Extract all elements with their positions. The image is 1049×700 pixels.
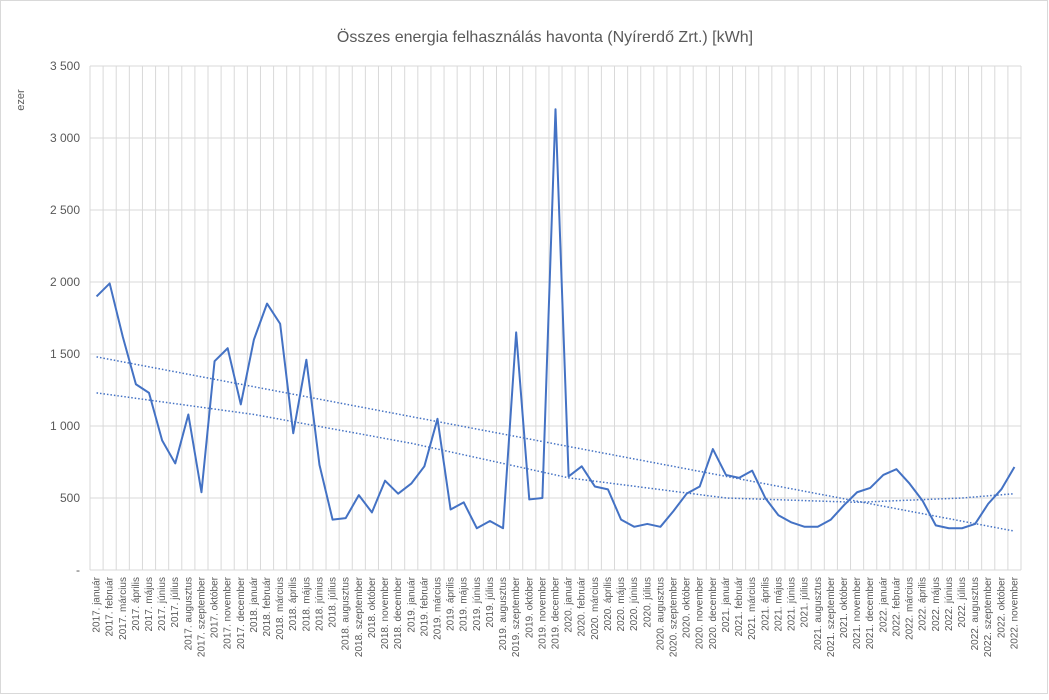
x-tick-label: 2019. december (551, 576, 562, 649)
y-tick-label: 2 500 (50, 203, 80, 217)
x-tick-label: 2017. december (236, 576, 247, 649)
x-tick-label: 2020. május (616, 577, 627, 631)
x-tick-label: 2022. október (996, 576, 1007, 638)
x-tick-label: 2022. február (891, 576, 902, 636)
x-tick-label: 2021. március (747, 577, 758, 640)
x-tick-label: 2022. március (905, 577, 916, 640)
x-tick-label: 2018. február (262, 576, 273, 636)
x-tick-label: 2022. május (931, 577, 942, 631)
x-tick-label: 2021. február (734, 576, 745, 636)
y-tick-label: 1 500 (50, 347, 80, 361)
x-tick-label: 2017. július (170, 577, 181, 628)
x-tick-label: 2020. december (708, 576, 719, 649)
x-tick-label: 2019. január (406, 576, 417, 632)
x-tick-label: 2021. december (865, 576, 876, 649)
x-tick-label: 2021. január (721, 576, 732, 632)
x-tick-label: 2020. február (577, 576, 588, 636)
x-tick-label: 2018. december (393, 576, 404, 649)
x-tick-label: 2017. január (92, 576, 103, 632)
x-tick-label: 2018. július (328, 577, 339, 628)
x-tick-label: 2022. november (1009, 576, 1020, 649)
x-tick-label: 2020. november (695, 576, 706, 649)
x-tick-label: 2017. március (118, 577, 129, 640)
x-tick-label: 2018. január (249, 576, 260, 632)
y-tick-label: - (76, 563, 80, 577)
x-tick-label: 2019. április (446, 577, 457, 631)
x-tick-label: 2018. április (288, 577, 299, 631)
x-tick-label: 2018. október (367, 576, 378, 638)
y-tick-label: 500 (60, 491, 80, 505)
x-tick-label: 2022. január (878, 576, 889, 632)
x-tick-label: 2022. június (944, 577, 955, 631)
y-tick-label: 1 000 (50, 419, 80, 433)
x-tick-label: 2020. március (590, 577, 601, 640)
x-tick-label: 2019. február (419, 576, 430, 636)
x-tick-label: 2017. április (131, 577, 142, 631)
x-tick-label: 2019. július (485, 577, 496, 628)
x-tick-label: 2020. április (603, 577, 614, 631)
chart-title: Összes energia felhasználás havonta (Nyí… (337, 28, 753, 46)
x-tick-label: 2021. október (839, 576, 850, 638)
x-tick-label: 2021. november (852, 576, 863, 649)
x-tick-label: 2020. január (564, 576, 575, 632)
x-tick-label: 2021. július (800, 577, 811, 628)
x-tick-label: 2022. augusztus (970, 577, 981, 650)
x-tick-label: 2017. augusztus (183, 577, 194, 650)
y-tick-label: 3 500 (50, 59, 80, 73)
x-tick-label: 2019. június (472, 577, 483, 631)
x-tick-label: 2018. november (380, 576, 391, 649)
x-tick-label: 2020. október (682, 576, 693, 638)
x-tick-label: 2020. szeptember (669, 576, 680, 657)
x-tick-label: 2018. szeptember (354, 576, 365, 657)
x-tick-label: 2022. április (918, 577, 929, 631)
x-tick-label: 2021. április (760, 577, 771, 631)
y-tick-label: 3 000 (50, 131, 80, 145)
x-tick-label: 2020. augusztus (655, 577, 666, 650)
x-tick-label: 2017. szeptember (196, 576, 207, 657)
x-tick-label: 2018. március (275, 577, 286, 640)
x-tick-label: 2017. június (157, 577, 168, 631)
x-tick-label: 2021. május (773, 577, 784, 631)
x-tick-label: 2019. augusztus (498, 577, 509, 650)
x-tick-label: 2019. október (524, 576, 535, 638)
data-line (95, 108, 1016, 530)
x-tick-label: 2019. március (432, 577, 443, 640)
x-tick-label: 2019. május (459, 577, 470, 631)
x-tick-label: 2021. augusztus (813, 577, 824, 650)
x-tick-label: 2018. június (314, 577, 325, 631)
x-tick-label: 2022. szeptember (983, 576, 994, 657)
y-unit-label: ezer (15, 89, 27, 111)
x-tick-label: 2017. október (210, 576, 221, 638)
x-tick-label: 2017. február (105, 576, 116, 636)
x-tick-label: 2019. november (537, 576, 548, 649)
y-tick-label: 2 000 (50, 275, 80, 289)
x-tick-label: 2022. július (957, 577, 968, 628)
x-tick-label: 2020. július (642, 577, 653, 628)
x-tick-label: 2021. június (787, 577, 798, 631)
x-tick-label: 2017. május (144, 577, 155, 631)
x-tick-label: 2021. szeptember (826, 576, 837, 657)
x-tick-label: 2017. november (223, 576, 234, 649)
x-tick-label: 2018. május (301, 577, 312, 631)
x-tick-label: 2019. szeptember (511, 576, 522, 657)
x-tick-label: 2020. június (629, 577, 640, 631)
x-tick-label: 2018. augusztus (341, 577, 352, 650)
